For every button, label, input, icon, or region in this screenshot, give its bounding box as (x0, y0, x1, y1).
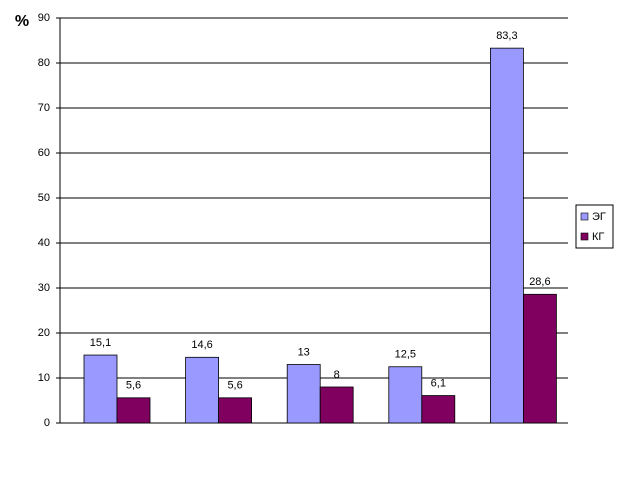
legend-label: ЭГ (592, 211, 606, 223)
y-tick-label: 50 (38, 192, 50, 204)
y-tick-label: 60 (38, 147, 50, 159)
legend-box (575, 204, 614, 249)
y-tick-label: 40 (38, 237, 50, 249)
bar (218, 397, 253, 424)
legend-label: КГ (592, 231, 604, 243)
y-tick-label: 80 (38, 57, 50, 69)
value-label: 8 (334, 369, 340, 381)
y-tick-label: 10 (38, 372, 50, 384)
value-label: 15,1 (90, 337, 111, 349)
value-label: 5,6 (126, 380, 141, 392)
value-label: 83,3 (496, 30, 517, 42)
y-tick-label: 30 (38, 282, 50, 294)
bar (489, 47, 524, 424)
bar (523, 293, 557, 424)
y-tick-label: 70 (38, 102, 50, 114)
value-label: 13 (298, 346, 310, 358)
value-label: 5,6 (227, 380, 242, 392)
y-tick-label: 90 (38, 12, 50, 24)
value-label: 6,1 (431, 377, 446, 389)
value-label: 28,6 (529, 276, 550, 288)
y-tick-label: 0 (44, 417, 50, 429)
value-label: 12,5 (395, 349, 416, 361)
bar (116, 397, 151, 424)
bar (185, 356, 220, 424)
legend-swatch (580, 232, 589, 241)
bar (421, 395, 456, 424)
y-tick-label: 20 (38, 327, 50, 339)
y-axis-label: % (15, 13, 29, 30)
bar (319, 386, 354, 424)
legend-swatch (580, 212, 589, 221)
bar (388, 366, 423, 424)
bar (286, 364, 321, 424)
bar (83, 354, 118, 424)
value-label: 14,6 (191, 339, 212, 351)
